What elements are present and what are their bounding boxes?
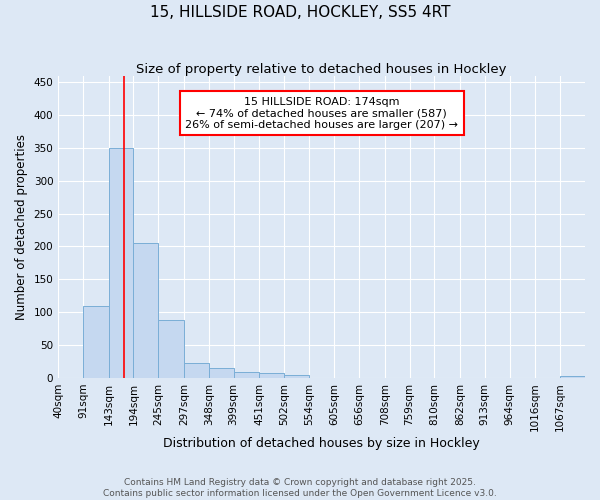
Bar — [233, 372, 259, 378]
Text: 15, HILLSIDE ROAD, HOCKLEY, SS5 4RT: 15, HILLSIDE ROAD, HOCKLEY, SS5 4RT — [150, 5, 450, 20]
Bar — [158, 320, 184, 378]
Bar — [259, 372, 284, 378]
Bar — [109, 148, 133, 378]
Text: 15 HILLSIDE ROAD: 174sqm
← 74% of detached houses are smaller (587)
26% of semi-: 15 HILLSIDE ROAD: 174sqm ← 74% of detach… — [185, 96, 458, 130]
Bar — [560, 376, 585, 378]
Y-axis label: Number of detached properties: Number of detached properties — [15, 134, 28, 320]
Bar — [284, 374, 310, 378]
Title: Size of property relative to detached houses in Hockley: Size of property relative to detached ho… — [136, 62, 507, 76]
Bar — [133, 243, 158, 378]
Bar — [184, 364, 209, 378]
Text: Contains HM Land Registry data © Crown copyright and database right 2025.
Contai: Contains HM Land Registry data © Crown c… — [103, 478, 497, 498]
Bar — [209, 368, 233, 378]
Bar — [83, 306, 109, 378]
X-axis label: Distribution of detached houses by size in Hockley: Distribution of detached houses by size … — [163, 437, 480, 450]
